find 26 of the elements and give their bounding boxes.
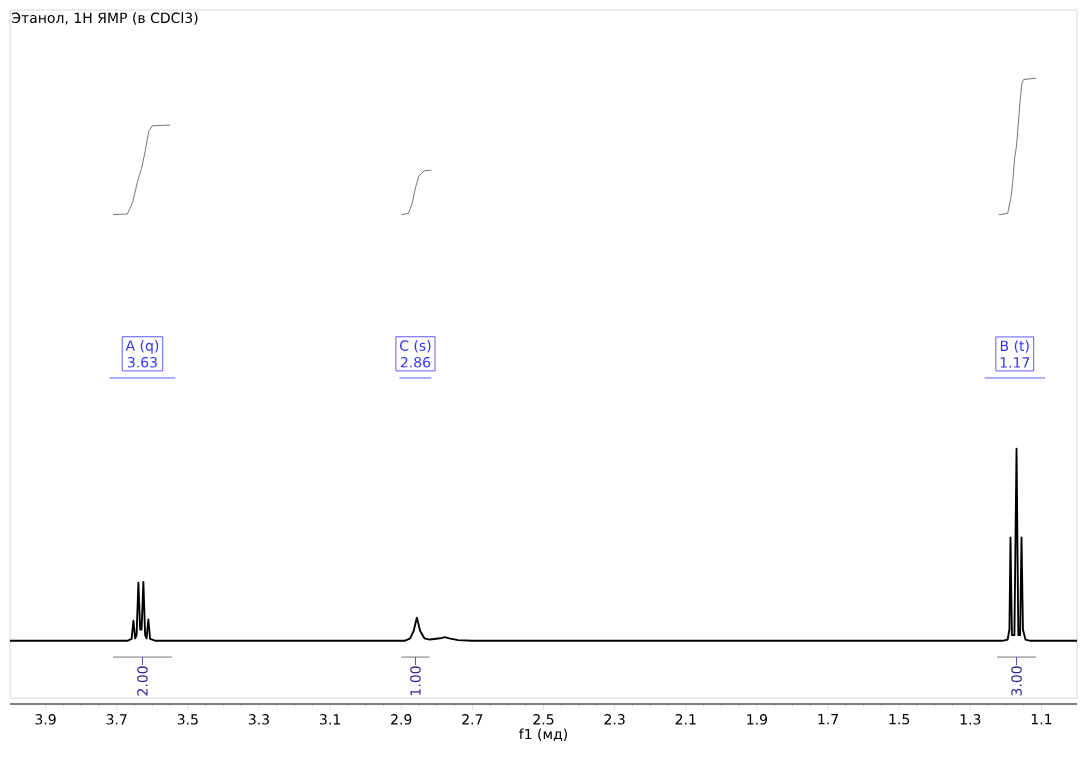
x-tick-label: 1.3 — [960, 714, 981, 725]
annotation: 3.00 — [1011, 666, 1022, 696]
x-tick-label: 2.3 — [604, 714, 625, 725]
x-tick-label: 1.1 — [1031, 714, 1052, 725]
chart-title: Этанол, 1H ЯМР (в CDCl3) — [12, 12, 198, 25]
x-tick-label: 3.3 — [248, 714, 269, 725]
annotation: A (q) — [125, 340, 159, 354]
x-tick-label: 2.7 — [462, 714, 483, 725]
annotation: C (s) — [400, 340, 431, 353]
annotation: 2.86 — [400, 356, 431, 368]
annotation: B (t) — [1000, 340, 1029, 353]
x-tick-label: 2.9 — [391, 714, 412, 725]
x-tick-label: 1.7 — [818, 714, 838, 725]
x-tick-label: 3.1 — [320, 714, 340, 725]
x-tick-label: 3.5 — [177, 714, 198, 725]
annotation: 2.00 — [137, 666, 148, 696]
x-axis-title: f1 (мд) — [519, 728, 567, 742]
x-tick-label: 3.9 — [35, 714, 56, 725]
x-tick-label: 2.5 — [533, 714, 554, 725]
x-tick-label: 1.9 — [747, 714, 768, 725]
x-tick-label: 1.5 — [889, 714, 910, 725]
annotation: 1.00 — [410, 666, 421, 695]
x-tick-label: 2.1 — [675, 714, 696, 725]
annotation: 1.17 — [1000, 357, 1030, 368]
annotation: 3.63 — [127, 356, 157, 368]
x-tick-label: 3.7 — [106, 714, 127, 725]
